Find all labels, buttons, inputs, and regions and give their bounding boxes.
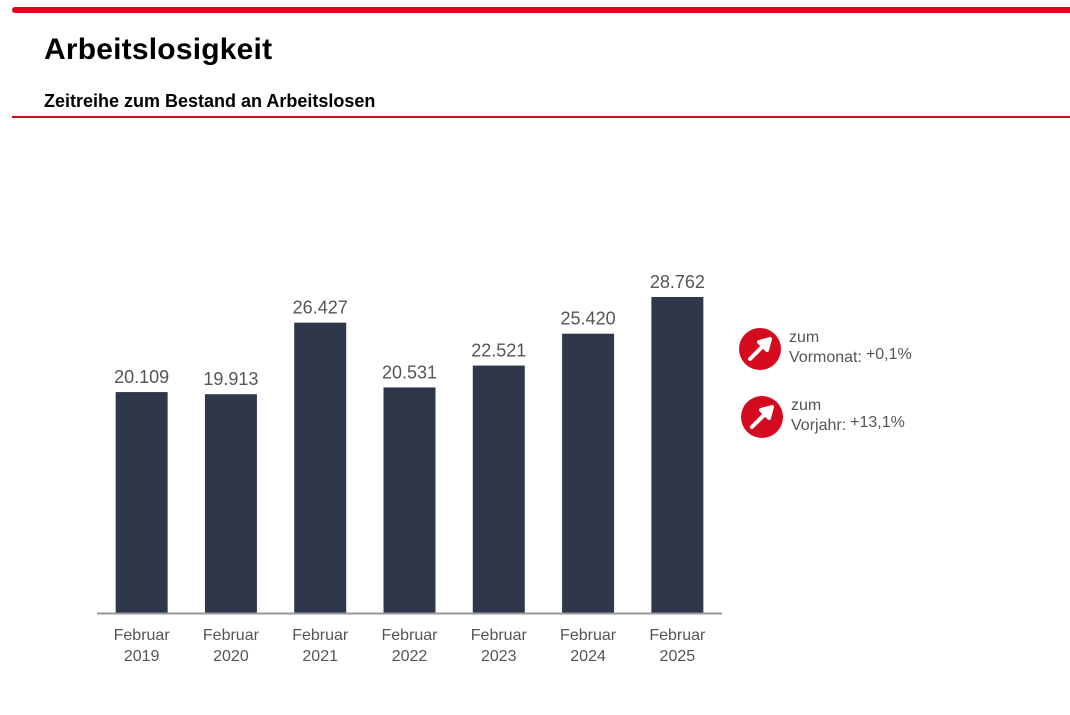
x-tick-label: 2019 (124, 648, 160, 665)
value-label: 26.427 (293, 298, 348, 318)
x-tick-label: 2021 (302, 648, 338, 665)
x-tick-label: Februar (292, 627, 349, 644)
page-title: Arbeitslosigkeit (44, 33, 273, 66)
x-tick-label: Februar (114, 627, 171, 644)
bar-februar-2021 (294, 322, 347, 613)
indicator-line1: zum (791, 397, 822, 414)
x-tick-label: 2024 (570, 648, 606, 665)
value-label: 20.109 (114, 367, 169, 387)
x-tick-label: 2023 (481, 648, 517, 665)
x-tick-label: 2020 (213, 648, 249, 665)
x-tick-label: Februar (203, 627, 260, 644)
x-tick-label: 2025 (660, 648, 696, 665)
value-label: 20.531 (382, 362, 437, 382)
indicator-line1: zum (789, 329, 820, 346)
bar-februar-2022 (383, 387, 436, 613)
top-accent-bar (12, 7, 1070, 13)
x-tick-label: Februar (381, 627, 438, 644)
x-tick-labels-group: Februar 2019 Februar 2020 Februar 2021 Februar… (114, 627, 706, 665)
indicator-label: Vorjahr: (791, 417, 847, 434)
bar-februar-2025 (651, 297, 704, 613)
bar-februar-2024 (562, 333, 615, 613)
page-subtitle: Zeitreihe zum Bestand an Arbeitslosen (44, 91, 376, 111)
x-tick-label: 2022 (392, 648, 428, 665)
x-tick-label: Februar (560, 627, 617, 644)
value-label: 19.913 (203, 369, 258, 389)
indicator-vorjahr: zum Vorjahr: +13,1% (741, 396, 905, 438)
subtitle-divider (12, 116, 1070, 118)
indicator-value: +13,1% (850, 414, 905, 431)
arrow-up-right-icon (741, 396, 783, 438)
indicator-vormonat: zum Vormonat: +0,1% (739, 328, 912, 370)
x-tick-label: Februar (649, 627, 706, 644)
arrow-up-right-icon (739, 328, 781, 370)
bars-group (115, 297, 704, 613)
value-label: 28.762 (650, 272, 705, 292)
bar-februar-2020 (204, 394, 257, 613)
bar-februar-2023 (472, 365, 525, 613)
indicator-value: +0,1% (865, 346, 912, 363)
x-tick-label: Februar (471, 627, 528, 644)
value-label: 22.521 (471, 341, 526, 361)
value-label: 25.420 (561, 309, 616, 329)
bar-februar-2019 (115, 392, 168, 613)
indicator-label: Vormonat: (789, 349, 862, 366)
value-labels-group: 20.109 19.913 26.427 20.531 22.521 25.420 28.7… (114, 272, 705, 389)
